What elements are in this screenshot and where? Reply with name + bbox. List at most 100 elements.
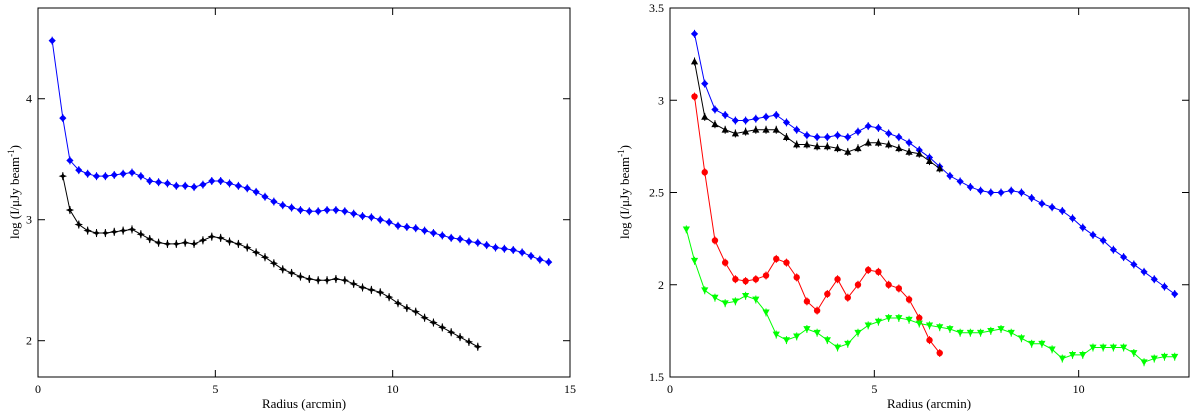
data-point bbox=[946, 326, 954, 333]
left-chart-ticks: 0 5 10 15 2 3 4 bbox=[26, 8, 576, 396]
data-point bbox=[864, 322, 872, 329]
data-point bbox=[279, 201, 287, 209]
data-point bbox=[691, 93, 698, 100]
data-point bbox=[875, 268, 882, 276]
data-point bbox=[446, 328, 456, 337]
data-point bbox=[180, 238, 190, 247]
data-point bbox=[341, 207, 349, 215]
data-point bbox=[721, 111, 729, 119]
data-point bbox=[217, 177, 225, 185]
data-point bbox=[956, 329, 964, 337]
data-point bbox=[895, 133, 903, 141]
data-point bbox=[782, 133, 791, 141]
data-point bbox=[772, 126, 780, 133]
data-point bbox=[278, 265, 287, 274]
data-point bbox=[243, 184, 251, 192]
data-point bbox=[429, 318, 438, 327]
data-point bbox=[926, 336, 933, 344]
data-point bbox=[296, 272, 305, 281]
data-point bbox=[225, 179, 234, 188]
data-point bbox=[190, 183, 198, 191]
data-point bbox=[1120, 253, 1128, 261]
y-tick-label: 3 bbox=[658, 93, 664, 107]
data-point bbox=[854, 128, 862, 136]
data-point bbox=[1079, 351, 1087, 359]
data-point bbox=[844, 340, 852, 348]
data-point bbox=[429, 229, 438, 237]
data-point bbox=[1089, 231, 1097, 239]
data-point bbox=[145, 234, 154, 244]
data-point bbox=[323, 206, 331, 214]
data-point bbox=[58, 171, 68, 181]
data-point bbox=[305, 274, 314, 284]
data-point bbox=[1048, 203, 1056, 211]
data-point bbox=[874, 124, 883, 132]
data-point bbox=[1038, 199, 1046, 208]
data-point bbox=[127, 225, 137, 234]
data-point bbox=[464, 337, 474, 347]
data-point bbox=[701, 113, 709, 120]
data-point bbox=[711, 120, 719, 128]
data-point bbox=[75, 166, 83, 174]
data-point bbox=[296, 206, 305, 214]
data-point bbox=[731, 129, 739, 137]
data-point bbox=[1028, 340, 1036, 348]
y-tick-label: 4 bbox=[26, 92, 32, 106]
data-point bbox=[865, 266, 872, 274]
data-point bbox=[1171, 290, 1179, 298]
data-point bbox=[916, 314, 923, 322]
data-point bbox=[833, 131, 842, 139]
data-point bbox=[412, 224, 420, 232]
data-point bbox=[885, 281, 892, 288]
data-point bbox=[393, 299, 403, 308]
data-point bbox=[1140, 268, 1148, 276]
data-point bbox=[518, 248, 526, 256]
data-point bbox=[793, 333, 801, 341]
data-point bbox=[813, 133, 821, 141]
x-tick-label: 15 bbox=[564, 382, 576, 396]
data-point bbox=[358, 212, 367, 220]
data-point bbox=[208, 177, 216, 185]
data-point bbox=[376, 216, 384, 224]
data-point bbox=[394, 222, 402, 230]
data-point bbox=[1109, 246, 1117, 254]
data-point bbox=[905, 316, 913, 324]
data-point bbox=[172, 182, 180, 190]
left-chart-panel: 0 5 10 15 2 3 4 Radius (arcmin) log (I/μJy bea… bbox=[6, 7, 576, 411]
data-point bbox=[350, 210, 358, 218]
data-point bbox=[287, 204, 296, 212]
data-point bbox=[772, 331, 780, 339]
data-point bbox=[251, 248, 261, 257]
data-point bbox=[1099, 236, 1107, 245]
data-point bbox=[1130, 350, 1138, 357]
data-point bbox=[690, 57, 699, 65]
data-point bbox=[987, 327, 995, 335]
data-point bbox=[545, 258, 553, 266]
data-point bbox=[234, 239, 243, 249]
data-point bbox=[803, 131, 811, 139]
data-point bbox=[1150, 275, 1158, 283]
data-point bbox=[465, 237, 473, 246]
data-point bbox=[701, 80, 709, 88]
data-point bbox=[783, 259, 790, 266]
data-point bbox=[225, 237, 234, 246]
data-point bbox=[74, 220, 83, 229]
data-point bbox=[92, 228, 101, 238]
data-point bbox=[1058, 207, 1066, 215]
data-point bbox=[216, 233, 225, 243]
data-point bbox=[721, 300, 729, 307]
data-point bbox=[885, 315, 893, 322]
left-plot-frame bbox=[37, 7, 571, 378]
data-point bbox=[874, 139, 883, 146]
left-y-axis-label: log (I/μJy beam-1) bbox=[6, 145, 22, 239]
data-point bbox=[682, 226, 690, 233]
data-point bbox=[260, 253, 270, 262]
data-point bbox=[752, 115, 760, 123]
data-point bbox=[119, 170, 127, 178]
data-point bbox=[128, 168, 136, 177]
y-tick-label: 2 bbox=[658, 278, 664, 292]
x-tick-label: 10 bbox=[1073, 382, 1085, 396]
data-point bbox=[491, 243, 500, 252]
data-point bbox=[358, 283, 367, 292]
data-point bbox=[895, 144, 903, 152]
